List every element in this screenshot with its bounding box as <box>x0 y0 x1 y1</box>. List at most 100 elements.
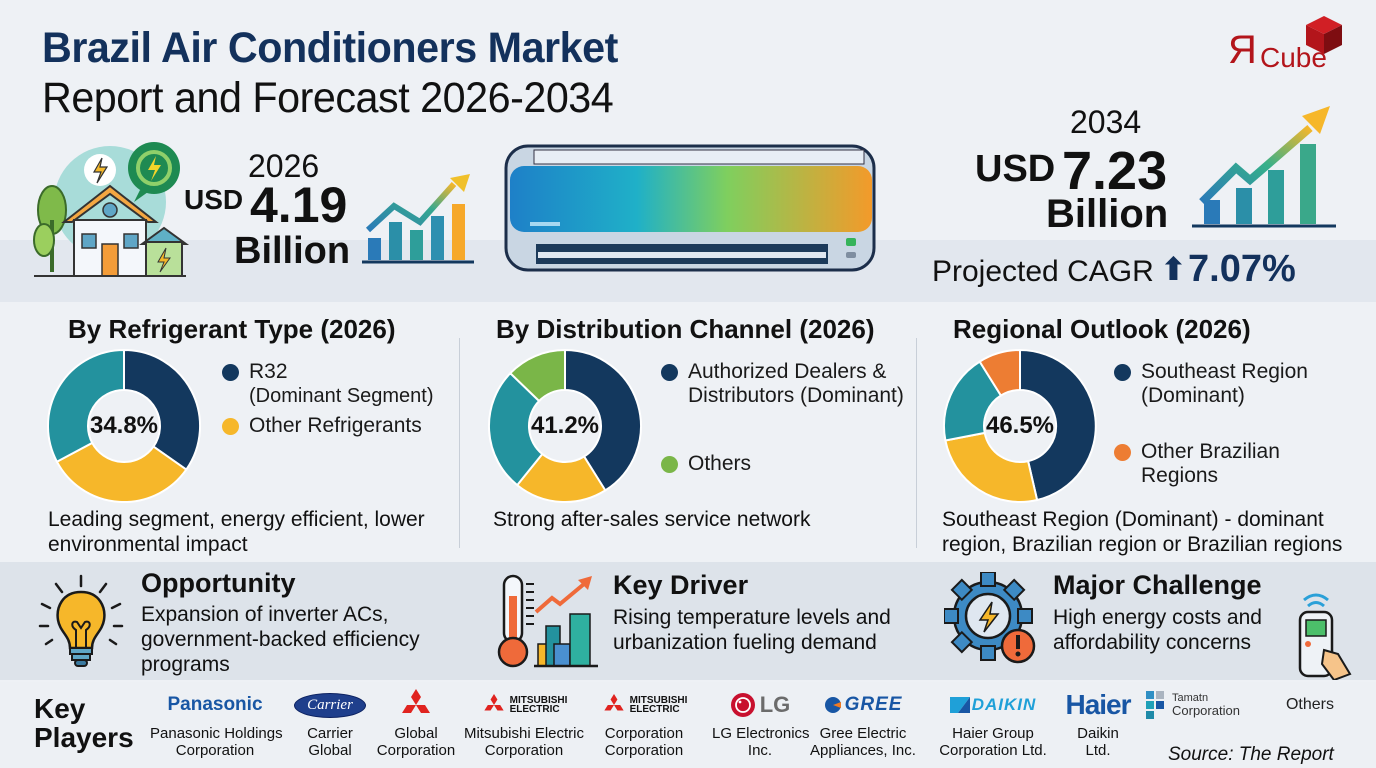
player-name: Mitsubishi Electric Corporation <box>462 725 586 760</box>
name-line2: Corporation <box>484 741 564 759</box>
name-line1: Panasonic Holdings <box>150 725 283 742</box>
legend-dot <box>661 456 678 474</box>
name-line2: Corporation <box>604 741 684 759</box>
insights-band <box>0 562 1376 680</box>
distribution-description: Strong after-sales service network <box>493 508 811 531</box>
smart-home-icon <box>33 142 190 277</box>
legend-label: Other Brazilian <box>1141 440 1280 464</box>
player-global-corporation: Global Corporation <box>375 689 457 760</box>
name-line2: Inc. <box>747 741 773 759</box>
legend-dot <box>661 364 678 381</box>
mitsubishi-diamonds-logo <box>375 689 457 720</box>
carrier-logo: Carrier <box>290 690 370 720</box>
legend-label: Others <box>688 452 752 476</box>
player-panasonic: Panasonic Panasonic Holdings Corporation <box>150 690 283 760</box>
name-line2: Corporation <box>175 741 255 759</box>
regional-center-label: 46.5% <box>985 412 1055 439</box>
player-name: Panasonic Holdings Corporation <box>150 725 283 760</box>
player-name: Global Corporation <box>375 725 457 760</box>
key-players-title: Key Players <box>34 694 134 753</box>
name-line1: Daikin <box>1077 725 1119 742</box>
cagr-label: Projected CAGR <box>932 255 1154 288</box>
tamatn-logo: Tamatn Corporation <box>1146 690 1256 720</box>
major-challenge-title: Major Challenge <box>1053 570 1262 600</box>
name-line1: Gree Electric <box>819 725 907 742</box>
refrigerant-donut-chart: 34.8% <box>46 348 202 504</box>
name-line2: Ltd. <box>1085 741 1111 759</box>
legend-dot <box>222 418 239 436</box>
legend-sublabel: Regions <box>1141 464 1219 488</box>
logo-text: GREE <box>844 694 903 715</box>
mitsubishi-diamonds-icon <box>402 689 430 713</box>
mitsubishi-electric-logo: MITSUBISHI ELECTRIC <box>462 690 586 720</box>
player-lg: LG LG Electronics Inc. <box>712 690 810 760</box>
logo-text: Haier <box>1065 689 1131 720</box>
legend-item-other-regions: Other Brazilian Regions <box>1114 440 1308 488</box>
growth-chart-icon <box>362 174 474 264</box>
legend-dot <box>222 364 239 381</box>
name-line1: Global <box>394 725 438 742</box>
cube-icon <box>1306 16 1342 54</box>
player-mitsubishi-corporation: MITSUBISHI ELECTRIC Corporation Corporatio… <box>596 690 692 760</box>
legend-label: Authorized Dealers & <box>688 360 887 383</box>
tamatn-squares-icon <box>1146 691 1164 719</box>
start-unit: Billion <box>234 230 351 272</box>
logo-text: Carrier <box>294 692 366 718</box>
brand-logo: R Cube <box>1226 16 1346 76</box>
others-label: Others <box>1270 690 1350 720</box>
player-name: Haier Group Corporation Ltd. <box>938 725 1048 760</box>
daikin-logo: DAIKIN <box>938 690 1048 720</box>
logo-text: DAIKIN <box>971 695 1037 714</box>
source-note: Source: The Report Cube <box>1168 744 1334 768</box>
name-line1: Mitsubishi Electric <box>463 725 585 742</box>
refrigerant-center-label: 34.8% <box>89 412 159 439</box>
opportunity-title: Opportunity <box>141 568 296 598</box>
legend-sublabel: Distributors (Dominant) <box>688 384 904 408</box>
refrigerant-section-title: By Refrigerant Type (2026) <box>68 314 396 344</box>
player-carrier: Carrier Carrier Global <box>290 690 370 760</box>
legend-label: Other Refrigerants <box>249 414 422 438</box>
legend-item-authorized-dealers: Authorized Dealers & Distributors (Domin… <box>661 360 904 408</box>
player-gree: GREE Gree Electric Appliances, Inc. <box>808 690 918 760</box>
end-value: 7.23 <box>1062 141 1168 201</box>
end-year: 2034 <box>1070 104 1142 140</box>
legend-item-others: Others <box>661 452 904 476</box>
distribution-section-title: By Distribution Channel (2026) <box>496 314 875 344</box>
player-mitsubishi-electric: MITSUBISHI ELECTRIC Mitsubishi Electric Co… <box>462 690 586 760</box>
legend-sublabel: (Dominant) <box>1141 384 1245 408</box>
lg-face-icon <box>730 693 755 717</box>
donut-svg <box>47 348 201 504</box>
logo-line2: ELECTRIC <box>509 704 560 715</box>
legend-item-r32: R32 (Dominant Segment) <box>222 360 434 408</box>
legend-item-other-refrigerants: Other Refrigerants <box>222 414 434 438</box>
player-tamatn: Tamatn Corporation <box>1146 690 1256 720</box>
start-year: 2026 <box>248 148 320 184</box>
logo-line1: MITSUBISHI <box>629 694 688 706</box>
page-subtitle: Report and Forecast 2026-2034 <box>42 74 614 122</box>
gree-mark-icon <box>824 697 841 713</box>
name-line2: Global <box>308 741 352 759</box>
regional-legend: Southeast Region (Dominant) Other Brazil… <box>1114 360 1308 489</box>
mitsubishi-diamonds-icon <box>483 694 504 711</box>
player-haier-logo-daikin: Haier Daikin Ltd. <box>1058 689 1138 760</box>
up-arrow-icon: ⬆ <box>1160 251 1187 287</box>
logo-text: MITSUBISHI ELECTRIC <box>509 694 568 715</box>
end-currency: USD <box>975 148 1056 190</box>
legend-label: R32 <box>249 360 288 383</box>
player-name: Gree Electric Appliances, Inc. <box>808 725 918 760</box>
name-line2: Appliances, Inc. <box>810 741 916 759</box>
legend-dot <box>1114 444 1131 462</box>
key-driver-title: Key Driver <box>613 570 749 600</box>
gree-logo: GREE <box>808 690 918 720</box>
legend-text: R32 (Dominant Segment) <box>249 360 434 408</box>
logo-line1: MITSUBISHI <box>509 694 568 706</box>
player-daikin-logo-haier-group: DAIKIN Haier Group Corporation Ltd. <box>938 690 1048 760</box>
mitsubishi-diamonds-icon <box>603 694 624 711</box>
logo-text: Tamatn Corporation <box>1172 692 1240 718</box>
logo-line2: Corporation <box>1172 702 1240 718</box>
thermometer-city-icon <box>497 574 598 668</box>
lg-logo: LG <box>712 690 808 720</box>
name-line1: Haier Group <box>952 725 1034 742</box>
refrigerant-legend: R32 (Dominant Segment) Other Refrigerant… <box>222 360 434 438</box>
legend-text: Southeast Region (Dominant) <box>1141 360 1308 408</box>
